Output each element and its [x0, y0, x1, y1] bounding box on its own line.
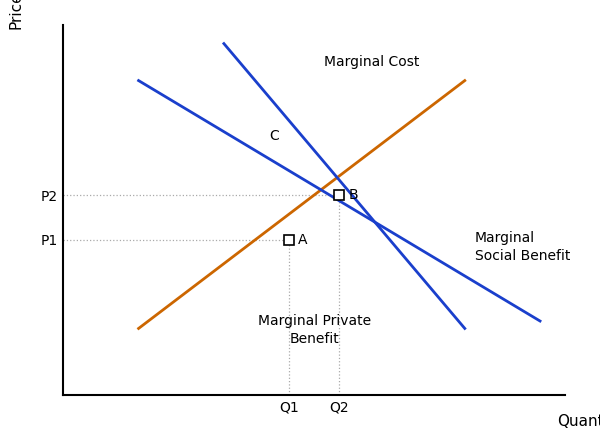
X-axis label: Quantity: Quantity	[557, 413, 600, 428]
Y-axis label: Price: Price	[8, 0, 23, 29]
Text: A: A	[298, 233, 308, 247]
Text: C: C	[269, 129, 279, 143]
Text: Marginal
Social Benefit: Marginal Social Benefit	[475, 231, 570, 263]
Text: B: B	[349, 188, 358, 202]
Text: Marginal Private
Benefit: Marginal Private Benefit	[257, 314, 371, 346]
Text: Marginal Cost: Marginal Cost	[324, 55, 419, 69]
